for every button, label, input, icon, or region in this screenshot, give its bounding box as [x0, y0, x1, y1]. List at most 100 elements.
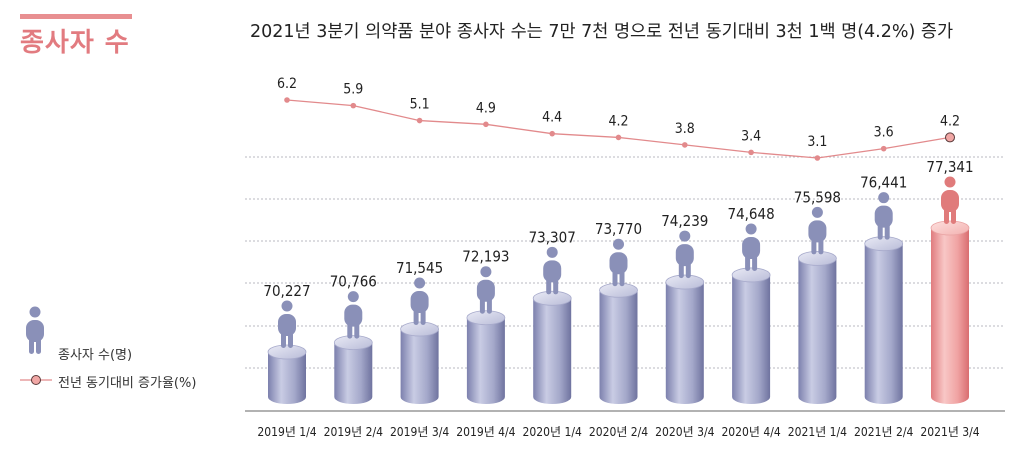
- person-leg: [745, 252, 751, 271]
- person-head: [546, 246, 558, 258]
- person-icon: [675, 230, 694, 279]
- person-head: [414, 277, 426, 289]
- person-head: [480, 266, 492, 278]
- person-leg: [479, 295, 485, 314]
- section-title: 종사자 수: [20, 28, 130, 58]
- x-tick-label: 2020년 2/4: [589, 425, 648, 439]
- bar-top: [864, 236, 904, 252]
- x-tick-label: 2020년 3/4: [655, 425, 714, 439]
- line-point: [549, 130, 555, 137]
- person-leg: [486, 295, 492, 314]
- bar-body: [268, 352, 306, 404]
- bar-body: [665, 282, 704, 404]
- bar-value-label: 70,766: [330, 273, 377, 291]
- line-value-label: 4.9: [476, 100, 496, 116]
- bar-top: [930, 220, 970, 236]
- line-point: [416, 117, 423, 124]
- person-leg: [752, 252, 758, 271]
- bar-series: 70,227 70,766 71,545 72,193 73,307 73,770 74,2…: [263, 158, 974, 404]
- person-leg: [29, 336, 34, 354]
- bar-top: [599, 282, 638, 298]
- person-icon: [609, 238, 628, 287]
- person-body: [344, 304, 363, 327]
- person-body: [808, 220, 827, 243]
- person-head: [613, 238, 624, 250]
- x-tick-label: 2021년 3/4: [920, 425, 979, 439]
- bar-6: 73,770: [595, 220, 642, 404]
- person-head: [679, 230, 691, 242]
- x-tick-label: 2020년 1/4: [523, 425, 582, 439]
- bar-value-label: 75,598: [794, 188, 841, 206]
- person-icon: [344, 291, 363, 339]
- person-icon: [410, 277, 429, 326]
- x-tick-label: 2019년 2/4: [324, 425, 383, 439]
- chart-headline: 2021년 3분기 의약품 분야 종사자 수는 7만 7천 명으로 전년 동기대…: [250, 22, 954, 42]
- legend: [20, 306, 52, 385]
- line-point: [615, 134, 622, 141]
- bar-3: 71,545: [396, 259, 443, 404]
- person-leg: [884, 221, 890, 240]
- line-value-label: 3.6: [874, 125, 894, 141]
- person-leg: [354, 320, 360, 339]
- x-tick-label: 2019년 4/4: [456, 425, 515, 439]
- person-leg: [612, 268, 618, 287]
- person-leg: [685, 260, 691, 279]
- bar-body: [400, 329, 439, 404]
- x-tick-label: 2021년 2/4: [854, 425, 913, 439]
- person-leg: [347, 320, 353, 339]
- person-body: [675, 244, 694, 267]
- person-body: [26, 320, 44, 342]
- bar-5: 73,307: [529, 228, 576, 404]
- person-icon: [874, 192, 893, 240]
- bar-top: [532, 290, 572, 306]
- legend-bars-label: 종사자 수(명): [58, 348, 133, 363]
- person-head: [29, 306, 41, 318]
- bar-top: [665, 274, 705, 290]
- line-point: [284, 97, 290, 103]
- person-body: [742, 236, 761, 259]
- bar-value-label: 76,441: [860, 174, 907, 192]
- person-icon: [278, 300, 296, 348]
- x-tick-label: 2019년 3/4: [390, 425, 449, 439]
- person-leg: [413, 307, 419, 326]
- person-icon: [543, 246, 562, 295]
- person-leg: [288, 330, 293, 348]
- person-head: [944, 176, 956, 188]
- bar-7: 74,239: [661, 212, 708, 404]
- person-body: [874, 205, 893, 228]
- person-icon: [742, 223, 761, 271]
- bar-4: 72,193: [462, 248, 510, 404]
- bar-value-label: 73,307: [529, 228, 576, 246]
- bar-1: 70,227: [263, 282, 311, 404]
- bar-9: 75,598: [794, 188, 841, 404]
- person-icon: [476, 266, 495, 314]
- person-body: [410, 291, 429, 314]
- bar-value-label: 72,193: [462, 248, 509, 266]
- person-icon: [808, 206, 827, 255]
- line-point: [483, 121, 489, 128]
- line-point: [748, 149, 754, 156]
- person-body: [941, 190, 959, 212]
- bar-10: 76,441: [860, 174, 907, 404]
- person-leg: [420, 307, 426, 326]
- bar-value-label: 73,770: [595, 220, 642, 238]
- bar-top: [333, 335, 373, 351]
- line-value-label: 4.2: [940, 113, 960, 129]
- line-point: [880, 145, 887, 152]
- bar-value-label: 77,341: [926, 158, 973, 176]
- bar-top: [466, 310, 506, 326]
- line-value-label: 5.1: [410, 97, 430, 113]
- legend-line-label: 전년 동기대비 증가율(%): [58, 376, 197, 391]
- line-point: [682, 142, 688, 148]
- person-leg: [678, 260, 684, 279]
- x-axis: 2019년 1/4 2019년 2/4 2019년 3/4 2019년 4/4 2020…: [245, 410, 1005, 439]
- person-leg: [36, 336, 41, 354]
- bar-value-label: 70,227: [263, 282, 310, 300]
- person-head: [281, 300, 293, 312]
- bar-body: [334, 342, 373, 404]
- line-value-label: 3.8: [675, 121, 695, 137]
- bar-body: [864, 243, 903, 404]
- line-value-label: 3.4: [741, 128, 761, 144]
- bar-top: [400, 321, 440, 337]
- person-leg: [546, 276, 552, 295]
